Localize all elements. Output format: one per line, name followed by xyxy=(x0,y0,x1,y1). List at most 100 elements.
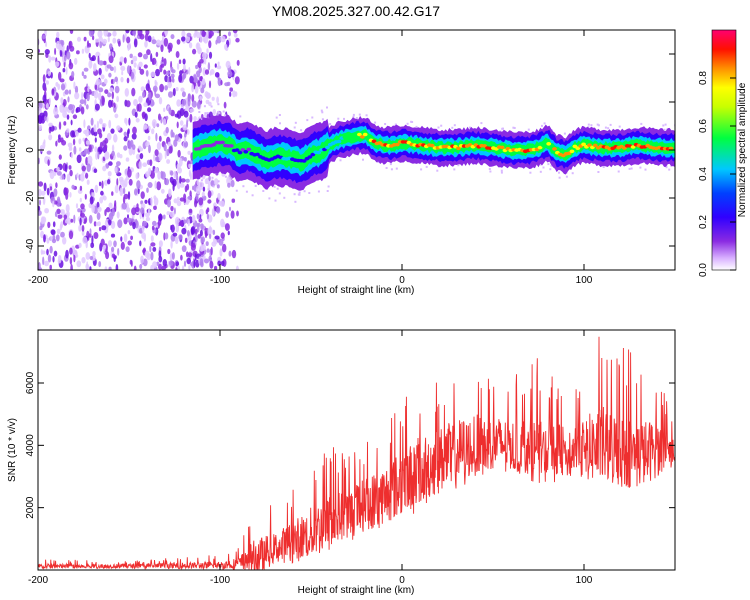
noise-speck xyxy=(81,92,84,101)
scatter-dot xyxy=(502,127,504,130)
noise-speck xyxy=(172,132,175,138)
signal-peak xyxy=(581,142,586,147)
noise-speck xyxy=(147,167,152,176)
noise-speck xyxy=(206,248,210,253)
spectrogram-xlabel: Height of straight line (km) xyxy=(298,285,415,296)
noise-speck xyxy=(139,68,145,75)
noise-speck xyxy=(80,212,85,218)
noise-speck xyxy=(84,218,86,224)
noise-speck xyxy=(153,153,156,162)
noise-speck xyxy=(216,184,220,189)
noise-speck xyxy=(91,192,95,197)
noise-speck xyxy=(73,81,76,90)
noise-speck xyxy=(167,42,173,50)
noise-speck xyxy=(164,232,169,240)
noise-speck xyxy=(97,30,103,38)
signal-peak xyxy=(587,143,592,147)
noise-speck xyxy=(60,83,66,91)
noise-speck xyxy=(114,85,120,94)
scatter-dot xyxy=(212,185,215,188)
noise-speck xyxy=(42,141,46,150)
noise-speck xyxy=(46,150,52,155)
noise-speck xyxy=(86,163,91,173)
noise-speck xyxy=(58,121,62,130)
noise-speck xyxy=(151,225,155,231)
noise-speck xyxy=(68,104,74,111)
noise-speck xyxy=(231,249,237,259)
noise-speck xyxy=(73,214,76,224)
noise-speck xyxy=(125,100,131,108)
scatter-dot xyxy=(547,163,550,166)
scatter-dot xyxy=(293,193,296,196)
noise-speck xyxy=(50,235,53,242)
scatter-dot xyxy=(607,127,610,130)
noise-speck xyxy=(201,114,204,119)
noise-speck xyxy=(230,179,235,188)
signal-peak xyxy=(228,144,234,148)
noise-speck xyxy=(178,59,182,64)
noise-speck xyxy=(50,229,56,236)
noise-speck xyxy=(214,30,218,34)
noise-speck xyxy=(52,221,56,228)
noise-speck xyxy=(105,251,110,260)
noise-speck xyxy=(167,141,172,147)
noise-speck xyxy=(154,149,159,157)
noise-speck xyxy=(131,133,137,140)
noise-speck xyxy=(83,67,89,72)
noise-speck xyxy=(69,169,73,177)
scatter-dot xyxy=(527,128,530,131)
noise-speck xyxy=(172,178,177,187)
noise-speck xyxy=(116,95,119,103)
noise-speck xyxy=(58,134,61,140)
noise-speck xyxy=(204,56,207,65)
noise-speck xyxy=(220,260,225,266)
noise-speck xyxy=(195,192,199,202)
noise-speck xyxy=(228,250,232,257)
scatter-dot xyxy=(664,123,667,126)
noise-speck xyxy=(197,234,201,239)
noise-speck xyxy=(69,192,72,198)
noise-speck xyxy=(67,217,71,225)
noise-speck xyxy=(180,254,183,261)
noise-speck xyxy=(164,85,169,91)
scatter-dot xyxy=(279,122,281,125)
noise-speck xyxy=(42,256,45,266)
noise-speck xyxy=(158,113,161,121)
noise-speck xyxy=(65,249,69,259)
scatter-dot xyxy=(203,105,206,108)
scatter-dot xyxy=(303,190,306,193)
noise-speck xyxy=(56,228,61,235)
noise-speck xyxy=(170,225,173,231)
noise-speck xyxy=(98,118,103,125)
noise-speck xyxy=(194,228,198,235)
noise-speck xyxy=(113,102,116,108)
noise-speck xyxy=(69,247,73,255)
noise-speck xyxy=(152,220,157,227)
noise-speck xyxy=(116,178,119,187)
noise-speck xyxy=(126,77,130,84)
scatter-dot xyxy=(222,110,225,113)
noise-speck xyxy=(42,94,47,103)
signal-peak xyxy=(365,136,371,140)
noise-speck xyxy=(121,70,124,76)
noise-speck xyxy=(68,146,73,151)
scatter-dot xyxy=(542,166,545,169)
noise-speck xyxy=(163,214,166,220)
noise-speck xyxy=(90,117,94,126)
noise-speck xyxy=(52,234,56,241)
noise-speck xyxy=(204,178,208,185)
noise-speck xyxy=(202,186,206,192)
noise-speck xyxy=(132,55,138,62)
noise-speck xyxy=(189,172,192,181)
noise-speck xyxy=(126,36,131,44)
noise-speck xyxy=(70,152,73,159)
y-tick-label: -40 xyxy=(25,238,36,253)
noise-speck xyxy=(47,221,51,229)
noise-speck xyxy=(49,245,53,254)
scatter-dot xyxy=(558,171,560,174)
noise-speck xyxy=(211,241,217,247)
noise-speck xyxy=(174,236,179,245)
noise-speck xyxy=(172,232,178,237)
scatter-dot xyxy=(437,126,440,129)
noise-speck xyxy=(139,207,145,214)
